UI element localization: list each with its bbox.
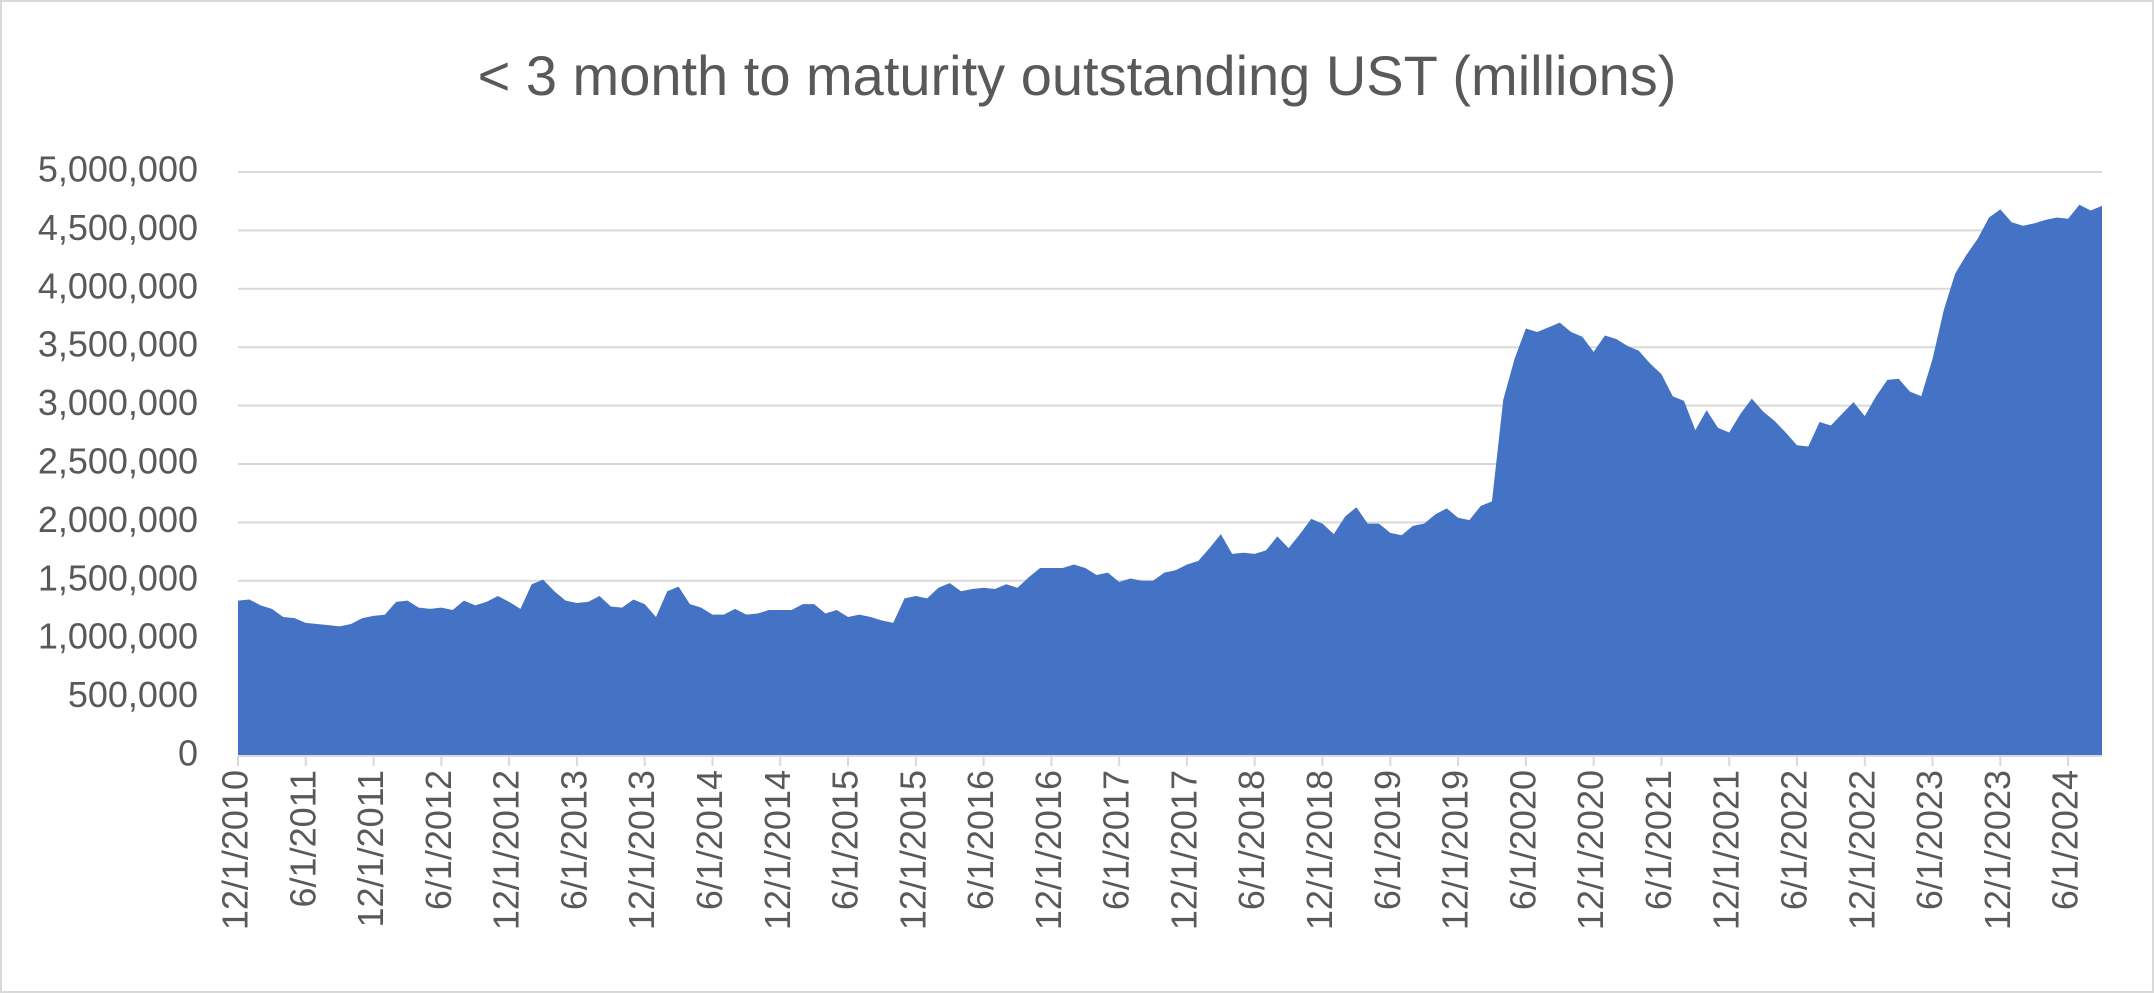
x-tick-label: 6/1/2017 <box>1096 770 1137 910</box>
y-tick-label: 1,000,000 <box>38 616 198 657</box>
x-tick-label: 6/1/2016 <box>960 770 1001 910</box>
y-tick-label: 500,000 <box>68 674 198 715</box>
x-tick-label: 6/1/2024 <box>2045 770 2086 910</box>
y-tick-label: 5,000,000 <box>38 149 198 190</box>
y-tick-label: 1,500,000 <box>38 557 198 598</box>
x-tick-label: 12/1/2012 <box>486 770 527 930</box>
y-tick-label: 0 <box>178 733 198 774</box>
x-tick-label: 12/1/2013 <box>621 770 662 930</box>
x-tick-label: 6/1/2021 <box>1638 770 1679 910</box>
y-tick-label: 2,500,000 <box>38 441 198 482</box>
x-tick-label: 12/1/2011 <box>350 770 391 927</box>
chart-title: < 3 month to maturity outstanding UST (m… <box>478 44 1677 107</box>
x-tick-label: 12/1/2018 <box>1299 770 1340 930</box>
x-tick-label: 6/1/2011 <box>282 770 323 907</box>
y-tick-label: 4,000,000 <box>38 265 198 306</box>
x-tick-label: 12/1/2010 <box>215 770 256 930</box>
x-tick-label: 6/1/2014 <box>689 770 730 910</box>
x-tick-label: 6/1/2018 <box>1231 770 1272 910</box>
x-tick-label: 12/1/2015 <box>892 770 933 930</box>
x-tick-label: 6/1/2023 <box>1909 770 1950 910</box>
x-tick-label: 12/1/2023 <box>1977 770 2018 930</box>
x-tick-label: 12/1/2017 <box>1163 770 1204 930</box>
area <box>238 204 2102 757</box>
x-tick-label: 6/1/2012 <box>418 770 459 910</box>
x-tick-label: 12/1/2016 <box>1028 770 1069 930</box>
x-tick-label: 6/1/2019 <box>1367 770 1408 910</box>
y-tick-label: 4,500,000 <box>38 207 198 248</box>
x-tick-label: 12/1/2020 <box>1570 770 1611 930</box>
x-tick-label: 6/1/2013 <box>553 770 594 910</box>
y-tick-label: 2,000,000 <box>38 499 198 540</box>
x-tick-label: 12/1/2014 <box>757 770 798 930</box>
x-tick-label: 12/1/2021 <box>1706 770 1747 930</box>
x-tick-label: 12/1/2022 <box>1841 770 1882 930</box>
y-tick-label: 3,000,000 <box>38 382 198 423</box>
y-tick-label: 3,500,000 <box>38 324 198 365</box>
x-tick-label: 6/1/2020 <box>1502 770 1543 910</box>
x-tick-label: 12/1/2019 <box>1435 770 1476 930</box>
x-tick-label: 6/1/2015 <box>825 770 866 910</box>
x-tick-label: 6/1/2022 <box>1773 770 1814 910</box>
